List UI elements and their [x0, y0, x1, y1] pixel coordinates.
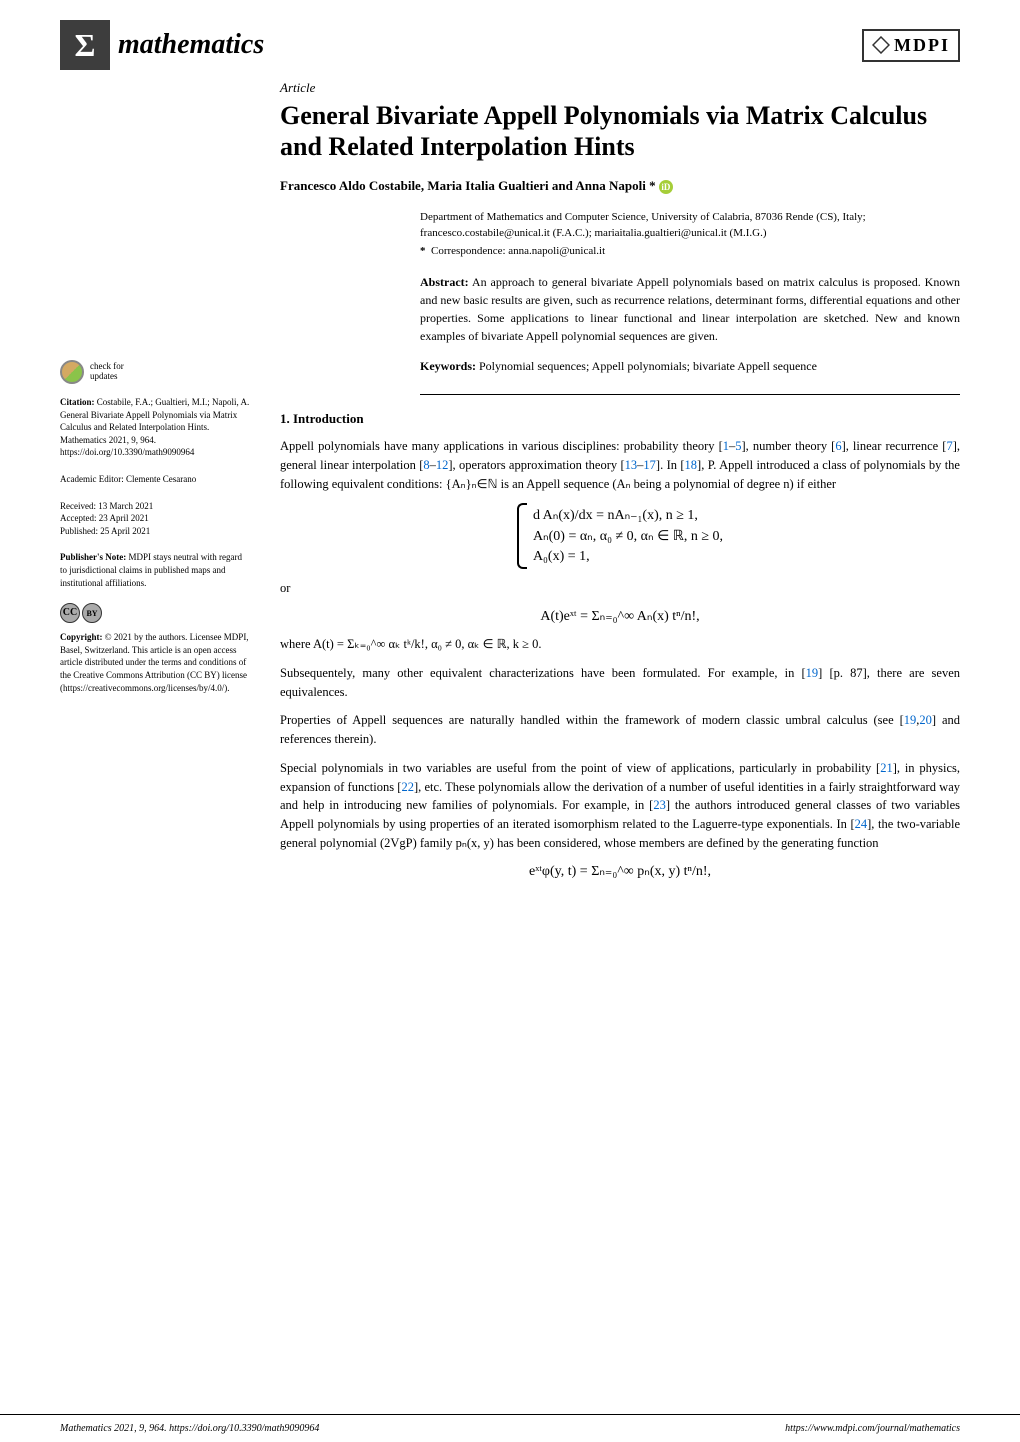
- section-rule: [420, 394, 960, 395]
- ref-19b[interactable]: 19: [904, 713, 917, 727]
- page-footer: Mathematics 2021, 9, 964. https://doi.or…: [0, 1414, 1020, 1442]
- sigma-icon: Σ: [60, 20, 110, 70]
- abstract: Abstract: An approach to general bivaria…: [420, 273, 960, 345]
- equation-1: d Aₙ(x)/dx = nAₙ₋₁(x), n ≥ 1, Aₙ(0) = αₙ…: [280, 503, 960, 569]
- publisher-logo: MDPI: [862, 29, 960, 62]
- p4a: Special polynomials in two variables are…: [280, 761, 880, 775]
- equation-2: A(t)eˣᵗ = Σₙ₌₀^∞ Aₙ(x) tⁿ/n!,: [280, 608, 960, 625]
- keywords-text: Polynomial sequences; Appell polynomials…: [476, 359, 817, 373]
- ref-12[interactable]: 12: [436, 458, 449, 472]
- published-date: Published: 25 April 2021: [60, 525, 250, 538]
- accepted-date: Accepted: 23 April 2021: [60, 512, 250, 525]
- check-updates-icon: [60, 360, 84, 384]
- abstract-label: Abstract:: [420, 275, 469, 289]
- ref-23[interactable]: 23: [653, 798, 666, 812]
- ref-22[interactable]: 22: [401, 780, 414, 794]
- ref-21[interactable]: 21: [880, 761, 893, 775]
- p1a: Appell polynomials have many application…: [280, 439, 723, 453]
- publisher-name: MDPI: [894, 35, 950, 56]
- by-icon: BY: [82, 603, 102, 623]
- ref-18[interactable]: 18: [685, 458, 698, 472]
- check-updates-badge[interactable]: check for updates: [60, 360, 250, 384]
- equation-3: eˣᵗφ(y, t) = Σₙ₌₀^∞ pₙ(x, y) tⁿ/n!,: [280, 863, 960, 880]
- citation-label: Citation:: [60, 397, 95, 407]
- ref-24[interactable]: 24: [855, 817, 868, 831]
- note-label: Publisher's Note:: [60, 552, 126, 562]
- p2a: Subsequentely, many other equivalent cha…: [280, 666, 806, 680]
- keywords-label: Keywords:: [420, 359, 476, 373]
- article-title: General Bivariate Appell Polynomials via…: [280, 100, 960, 162]
- p1c: ], number theory [: [742, 439, 836, 453]
- affiliation: Department of Mathematics and Computer S…: [420, 210, 960, 241]
- received-date: Received: 13 March 2021: [60, 500, 250, 513]
- ref-13[interactable]: 13: [625, 458, 638, 472]
- author-names: Francesco Aldo Costabile, Maria Italia G…: [280, 178, 656, 193]
- citation: Citation: Costabile, F.A.; Gualtieri, M.…: [60, 396, 250, 459]
- authors: Francesco Aldo Costabile, Maria Italia G…: [280, 178, 960, 194]
- ref-19a[interactable]: 19: [806, 666, 819, 680]
- ref-17[interactable]: 17: [643, 458, 656, 472]
- or-text: or: [280, 579, 960, 598]
- article-type: Article: [280, 80, 960, 96]
- content-area: check for updates Citation: Costabile, F…: [0, 80, 1020, 890]
- footer-right[interactable]: https://www.mdpi.com/journal/mathematics: [785, 1423, 960, 1434]
- mdpi-icon: [872, 36, 890, 54]
- page-header: Σ mathematics MDPI: [0, 0, 1020, 80]
- para-2: Subsequentely, many other equivalent cha…: [280, 664, 960, 702]
- p1g: ], operators approximation theory [: [448, 458, 624, 472]
- sidebar-block: check for updates Citation: Costabile, F…: [60, 360, 250, 694]
- correspondence-marker: *: [420, 245, 426, 257]
- p3a: Properties of Appell sequences are natur…: [280, 713, 904, 727]
- check-updates-text: check for updates: [90, 362, 124, 382]
- where-text: where A(t) = Σₖ₌₀^∞ αₖ tᵏ/k!, α₀ ≠ 0, αₖ…: [280, 635, 960, 654]
- main-column: Article General Bivariate Appell Polynom…: [270, 80, 960, 890]
- orcid-icon[interactable]: iD: [659, 180, 673, 194]
- journal-logo: Σ mathematics: [60, 20, 264, 70]
- copyright-label: Copyright:: [60, 632, 103, 642]
- sidebar: check for updates Citation: Costabile, F…: [60, 80, 270, 890]
- keywords: Keywords: Polynomial sequences; Appell p…: [420, 359, 960, 374]
- correspondence-text: Correspondence: anna.napoli@unical.it: [431, 245, 605, 257]
- eq1-line2: Aₙ(0) = αₙ, α₀ ≠ 0, αₙ ∈ ℝ, n ≥ 0,: [533, 528, 723, 545]
- abstract-text: An approach to general bivariate Appell …: [420, 275, 960, 343]
- footer-left: Mathematics 2021, 9, 964. https://doi.or…: [60, 1423, 319, 1434]
- academic-editor: Academic Editor: Clemente Cesarano: [60, 473, 250, 486]
- p1i: ]. In [: [656, 458, 685, 472]
- cc-icon: CC: [60, 603, 80, 623]
- para-1: Appell polynomials have many application…: [280, 437, 960, 493]
- publisher-note: Publisher's Note: MDPI stays neutral wit…: [60, 551, 250, 589]
- ref-20[interactable]: 20: [919, 713, 932, 727]
- eq1-line1: d Aₙ(x)/dx = nAₙ₋₁(x), n ≥ 1,: [533, 507, 723, 524]
- para-3: Properties of Appell sequences are natur…: [280, 711, 960, 749]
- p1d: ], linear recurrence [: [842, 439, 947, 453]
- eq1-line3: A₀(x) = 1,: [533, 549, 723, 565]
- section-1-title: 1. Introduction: [280, 411, 960, 427]
- correspondence: * Correspondence: anna.napoli@unical.it: [420, 245, 960, 257]
- dates: Received: 13 March 2021 Accepted: 23 Apr…: [60, 500, 250, 538]
- cc-license-badge: CC BY: [60, 603, 250, 623]
- journal-name: mathematics: [118, 29, 264, 61]
- para-4: Special polynomials in two variables are…: [280, 759, 960, 853]
- copyright: Copyright: © 2021 by the authors. Licens…: [60, 631, 250, 694]
